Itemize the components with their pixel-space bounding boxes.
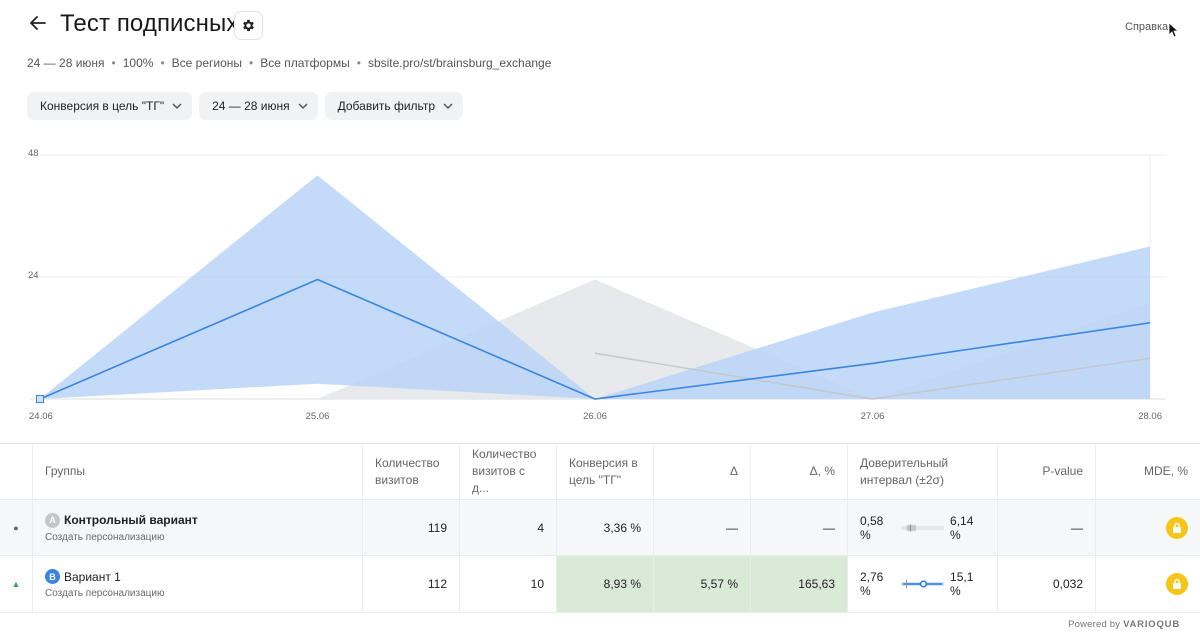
meta-url[interactable]: sbsite.pro/st/brainsburg_exchange — [367, 56, 552, 70]
series-line — [594, 352, 1151, 400]
header-mde: MDE, % — [1095, 444, 1200, 499]
visits-goal-value: 10 — [459, 556, 556, 612]
confidence-band — [40, 175, 1150, 399]
pvalue-value: 0,032 — [997, 556, 1095, 612]
lock-icon[interactable] — [1166, 516, 1188, 539]
ci-low: 0,58 % — [860, 513, 884, 542]
create-personalization-link[interactable]: Создать персонализацию — [45, 588, 165, 599]
x-tick-label: 25.06 — [306, 411, 330, 422]
group-badge: B — [45, 569, 60, 584]
x-tick-label: 24.06 — [29, 411, 53, 422]
confidence-interval: 2,76 % 15,1 % — [860, 570, 985, 598]
ci-bar — [900, 523, 945, 532]
meta-dates: 24 — 28 июня — [27, 56, 105, 70]
arrow-left-icon[interactable] — [30, 13, 46, 36]
meta-percent: 100% — [122, 56, 154, 70]
filter-bar: Конверсия в цель "ТГ" 24 — 28 июня Добав… — [27, 92, 464, 120]
powered-by: Powered by VARIOQUB — [1068, 619, 1180, 630]
brand-logo: VARIOQUB — [1123, 619, 1180, 630]
header-groups: Группы — [32, 444, 362, 499]
chevron-down-icon — [443, 103, 453, 109]
add-filter-dropdown[interactable]: Добавить фильтр — [324, 92, 464, 120]
group-badge: A — [45, 512, 60, 528]
meta-platforms: Все платформы — [260, 56, 350, 70]
delta-pct-value: 165,63 — [750, 556, 847, 612]
row-marker: ▲ — [11, 579, 21, 589]
page-title: Тест подписных — [60, 10, 239, 37]
results-table: Группы Количество визитов Количество виз… — [0, 443, 1200, 613]
create-personalization-link[interactable]: Создать персонализацию — [45, 531, 165, 543]
delta-value: 5,57 % — [653, 556, 750, 612]
y-tick-label: 24 — [28, 270, 39, 281]
table-row: ▲ B Вариант 1 Создать персонализацию 112 … — [0, 556, 1200, 613]
visits-value: 112 — [362, 556, 459, 612]
x-tick-label: 26.06 — [583, 411, 607, 422]
date-filter-label: 24 — 28 июня — [212, 99, 290, 113]
meta-regions: Все регионы — [171, 56, 243, 70]
data-point — [36, 395, 44, 403]
table-header: Группы Количество визитов Количество виз… — [0, 444, 1200, 500]
settings-button[interactable] — [234, 11, 263, 40]
conversion-value: 8,93 % — [556, 556, 653, 612]
gear-icon — [243, 19, 254, 32]
ci-low: 2,76 % — [860, 570, 884, 598]
ci-bar — [900, 580, 945, 588]
goal-filter-dropdown[interactable]: Конверсия в цель "ТГ" — [27, 92, 193, 120]
conversion-chart: 48 24 24.06 25.06 26.06 27.06 28.06 — [28, 148, 1165, 422]
group-name: Контрольный вариант — [64, 513, 198, 527]
row-marker: ● — [13, 522, 19, 533]
header-delta: Δ — [653, 444, 750, 499]
page-header: Тест подписных Справка — [0, 0, 1200, 52]
goal-filter-label: Конверсия в цель "ТГ" — [40, 99, 165, 113]
chevron-down-icon — [172, 103, 182, 109]
visits-goal-value: 4 — [459, 500, 556, 555]
ci-high: 15,1 % — [950, 570, 974, 598]
visits-value: 119 — [362, 500, 459, 555]
table-row: ● A Контрольный вариант Создать персонали… — [0, 500, 1200, 556]
header-ci: Доверительный интервал (±2σ) — [847, 444, 997, 499]
y-tick-label: 48 — [28, 148, 39, 159]
header-pvalue: P-value — [997, 444, 1095, 499]
conversion-value: 3,36 % — [556, 500, 653, 555]
mouse-cursor-icon — [1168, 22, 1180, 43]
group-name: Вариант 1 — [64, 569, 121, 584]
x-tick-label: 28.06 — [1138, 411, 1162, 422]
add-filter-label: Добавить фильтр — [337, 99, 436, 113]
date-filter-dropdown[interactable]: 24 — 28 июня — [199, 92, 318, 120]
header-visits-goal: Количество визитов с д... — [459, 444, 556, 499]
header-conversion: Конверсия в цель "ТГ" — [556, 444, 653, 499]
x-tick-label: 27.06 — [861, 411, 885, 422]
confidence-interval: 0,58 % 6,14 % — [860, 514, 985, 542]
delta-pct-value: — — [750, 500, 847, 555]
pvalue-value: — — [997, 500, 1095, 555]
header-delta-pct: Δ, % — [750, 444, 847, 499]
ci-high: 6,14 % — [950, 513, 974, 542]
lock-icon[interactable] — [1166, 573, 1188, 595]
chevron-down-icon — [298, 103, 308, 109]
series-line — [39, 278, 1151, 400]
experiment-meta: 24 — 28 июня • 100% • Все регионы • Все пла… — [27, 56, 552, 70]
help-link[interactable]: Справка — [1125, 21, 1169, 33]
delta-value: — — [653, 500, 750, 555]
header-visits: Количество визитов — [362, 444, 459, 499]
